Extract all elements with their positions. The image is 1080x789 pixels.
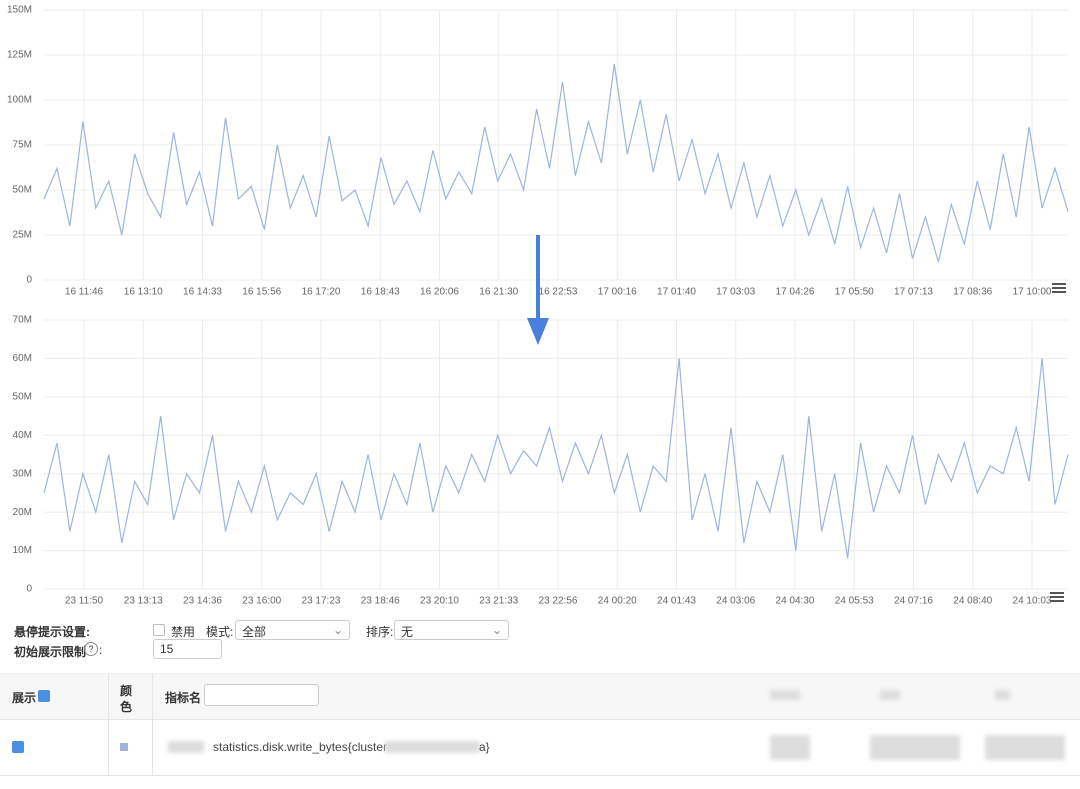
y-tick-label: 20M [13, 507, 32, 518]
hover-label: 悬停提示设置: [14, 625, 90, 639]
mode-value: 全部 [242, 625, 267, 639]
metric-prefix: statistics.disk.write_bytes{cluster= [213, 740, 395, 754]
x-tick-label: 16 22:53 [539, 287, 578, 298]
x-tick-label: 16 17:20 [302, 287, 341, 298]
x-tick-label: 24 07:16 [894, 596, 933, 607]
limit-label: 初始展示限制 [14, 645, 87, 659]
x-tick-label: 23 18:46 [361, 596, 400, 607]
blurred [168, 741, 204, 753]
y-tick-label: 150M [7, 5, 32, 16]
sort-label: 排序: [366, 625, 394, 639]
x-tick-label: 16 13:10 [124, 287, 163, 298]
blurred [770, 735, 810, 760]
x-tick-label: 16 11:46 [65, 287, 104, 298]
disable-label: 禁用 [171, 625, 196, 639]
x-tick-label: 17 08:36 [953, 287, 992, 298]
x-tick-label: 24 03:06 [716, 596, 755, 607]
x-tick-label: 17 05:50 [835, 287, 874, 298]
x-tick-label: 16 14:33 [183, 287, 222, 298]
help-icon[interactable]: ? [84, 642, 98, 656]
y-tick-label: 50M [13, 185, 32, 196]
th-show: 展示 [12, 691, 37, 705]
blurred [880, 690, 900, 700]
x-tick-label: 17 10:00 [1013, 287, 1052, 298]
col-divider [152, 673, 153, 776]
y-tick-label: 75M [13, 140, 32, 151]
arrow [527, 235, 549, 345]
mode-label: 模式: [206, 625, 234, 639]
x-tick-label: 23 16:00 [242, 596, 281, 607]
blurred [385, 741, 480, 753]
metric-suffix: a} [479, 740, 490, 754]
x-tick-label: 23 22:56 [539, 596, 578, 607]
x-tick-label: 24 04:30 [776, 596, 815, 607]
menu-icon[interactable] [1050, 283, 1066, 602]
x-tick-label: 17 07:13 [894, 287, 933, 298]
y-tick-label: 25M [13, 230, 32, 241]
mode-select[interactable]: 全部 ⌄ [235, 620, 350, 640]
y-tick-label: 0 [26, 584, 32, 595]
x-tick-label: 17 04:26 [776, 287, 815, 298]
limit-input[interactable]: 15 [153, 639, 222, 659]
blurred [995, 690, 1010, 700]
y-tick-label: 50M [13, 391, 32, 402]
x-tick-label: 16 18:43 [361, 287, 400, 298]
x-tick-label: 16 21:30 [479, 287, 518, 298]
row-checkbox[interactable] [12, 741, 24, 753]
sort-value: 无 [401, 625, 414, 639]
x-tick-label: 17 00:16 [598, 287, 637, 298]
blurred [770, 690, 800, 700]
series-line [43, 358, 1069, 559]
show-all-checkbox[interactable] [38, 690, 50, 702]
y-tick-label: 0 [26, 275, 32, 286]
y-tick-label: 60M [13, 353, 32, 364]
x-tick-label: 23 13:13 [124, 596, 163, 607]
row-color [120, 743, 128, 751]
table-header [0, 673, 1080, 720]
x-tick-label: 17 01:40 [657, 287, 696, 298]
col-divider [108, 673, 109, 776]
th-metric: 指标名 [165, 691, 202, 705]
x-tick-label: 23 11:50 [65, 596, 104, 607]
x-tick-label: 16 20:06 [420, 287, 459, 298]
x-tick-label: 24 10:03 [1013, 596, 1052, 607]
x-tick-label: 24 05:53 [835, 596, 874, 607]
row-border [0, 775, 1080, 776]
x-tick-label: 24 00:20 [598, 596, 637, 607]
x-tick-label: 16 15:56 [242, 287, 281, 298]
x-tick-label: 17 03:03 [716, 287, 755, 298]
sort-select[interactable]: 无 ⌄ [394, 620, 509, 640]
metric-filter[interactable] [204, 684, 319, 706]
x-tick-label: 24 01:43 [657, 596, 696, 607]
y-tick-label: 10M [13, 545, 32, 556]
y-tick-label: 40M [13, 430, 32, 441]
y-tick-label: 125M [7, 50, 32, 61]
x-tick-label: 23 14:36 [183, 596, 222, 607]
colon: : [99, 643, 103, 657]
blurred [870, 735, 960, 760]
disable-checkbox[interactable] [153, 624, 165, 636]
y-tick-label: 70M [13, 315, 32, 326]
x-tick-label: 23 21:33 [479, 596, 518, 607]
blurred [985, 735, 1065, 760]
th-color: 颜色 [120, 684, 133, 714]
y-tick-label: 30M [13, 468, 32, 479]
y-tick-label: 100M [7, 95, 32, 106]
x-tick-label: 23 17:23 [302, 596, 341, 607]
charts: 24 10:03 24 08:40 24 07:16 24 05:53 24 04:30… [7, 5, 1069, 607]
x-tick-label: 23 20:10 [420, 596, 459, 607]
series-line [43, 63, 1069, 263]
x-tick-label: 24 08:40 [953, 596, 992, 607]
